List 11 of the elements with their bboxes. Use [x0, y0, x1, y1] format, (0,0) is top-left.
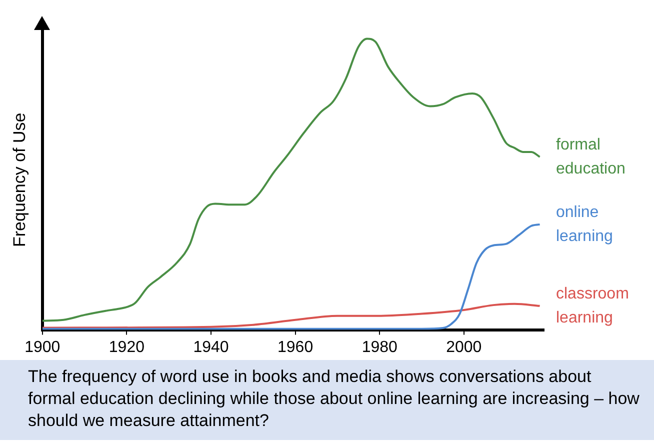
- series-label: classroom learning: [556, 285, 629, 326]
- x-tick-label: 1980: [362, 338, 398, 356]
- x-tick-label: 1900: [24, 338, 60, 356]
- series-label: online learning: [556, 204, 613, 245]
- x-tick-label: 1940: [193, 338, 229, 356]
- text: The frequency of word use in books and media shows conversations about formal education declining while those about online learning are increasing – how should we measure attainment?: [0, 360, 654, 440]
- series-label: formal education: [556, 136, 626, 178]
- x-tick-label: 1920: [108, 338, 145, 356]
- x-tick-label: 1960: [278, 338, 314, 356]
- y-axis-title: Frequency of Use: [10, 112, 29, 247]
- x-tick-label: 2000: [446, 338, 482, 356]
